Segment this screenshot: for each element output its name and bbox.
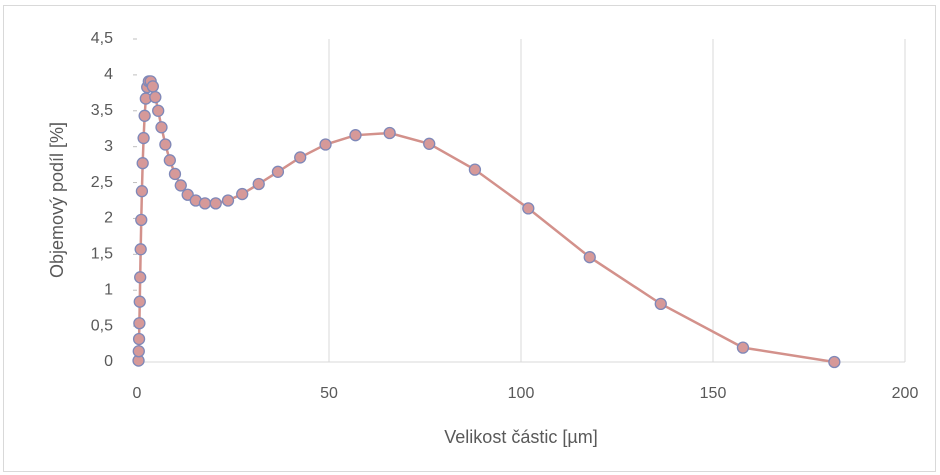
y-tick-label: 3	[104, 138, 113, 155]
point	[133, 317, 146, 330]
x-tick-label: 150	[700, 385, 727, 402]
x-tick-label: 0	[133, 385, 142, 402]
point	[221, 194, 235, 207]
point	[198, 197, 212, 210]
point	[155, 121, 168, 134]
point	[174, 179, 187, 192]
point	[149, 90, 162, 104]
point	[133, 295, 146, 308]
point	[654, 297, 667, 311]
point	[163, 154, 176, 167]
y-axis-label: Objemový podíl [%]	[47, 122, 67, 278]
point	[135, 185, 149, 198]
point	[236, 187, 249, 201]
chart-frame	[3, 5, 936, 472]
point	[828, 355, 841, 369]
point	[146, 80, 159, 93]
point	[137, 131, 150, 145]
point	[168, 167, 182, 181]
x-tick-label: 200	[892, 385, 919, 402]
point	[583, 251, 596, 264]
x-tick-label: 50	[320, 385, 338, 402]
point	[152, 104, 165, 117]
point	[209, 197, 222, 210]
x-tick-label: 100	[508, 385, 535, 402]
y-tick-label: 2,5	[91, 174, 113, 191]
point	[135, 213, 148, 227]
point	[423, 137, 436, 150]
point	[294, 151, 307, 164]
y-tick-label: 0,5	[91, 317, 113, 334]
point	[383, 126, 396, 140]
y-tick-label: 0	[104, 353, 113, 370]
point	[349, 129, 362, 142]
point	[132, 345, 145, 358]
y-tick-label: 4	[104, 66, 113, 83]
point	[134, 271, 147, 284]
point	[271, 165, 285, 178]
point	[136, 157, 149, 170]
y-tick-label: 2	[104, 210, 113, 227]
point	[522, 202, 535, 215]
point	[468, 163, 482, 176]
point	[736, 341, 750, 354]
point	[134, 243, 147, 256]
point	[159, 138, 172, 151]
point	[252, 177, 265, 191]
point	[132, 332, 146, 346]
y-tick-label: 1,5	[91, 246, 113, 263]
y-tick-label: 3,5	[91, 102, 113, 119]
x-axis-label: Velikost částic [µm]	[444, 427, 597, 447]
y-tick-label: 1	[104, 281, 113, 298]
point	[138, 109, 151, 122]
y-tick-label: 4,5	[91, 30, 113, 47]
point	[319, 138, 332, 151]
